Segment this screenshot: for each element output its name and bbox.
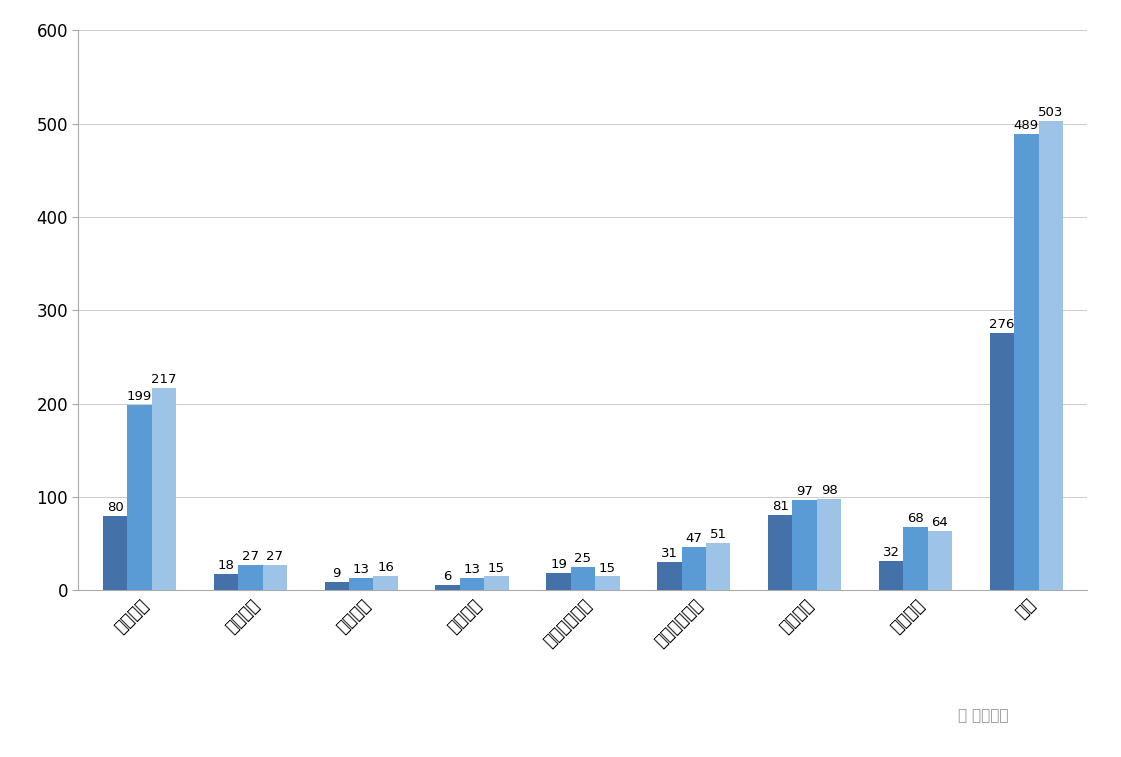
Bar — [214, 574, 238, 590]
Text: 9: 9 — [333, 567, 341, 580]
Bar — [571, 567, 595, 590]
Bar — [595, 577, 620, 590]
Bar — [349, 578, 373, 590]
Bar — [325, 582, 349, 590]
Bar — [151, 388, 176, 590]
Bar — [706, 543, 731, 590]
Bar — [1015, 134, 1038, 590]
Text: 13: 13 — [353, 563, 370, 577]
Bar — [460, 578, 484, 590]
Text: 51: 51 — [710, 528, 726, 541]
Bar — [238, 565, 262, 590]
Bar — [1038, 121, 1063, 590]
Bar — [103, 516, 128, 590]
Text: 217: 217 — [151, 373, 177, 386]
Text: 68: 68 — [907, 512, 924, 525]
Text: 64: 64 — [932, 516, 948, 529]
Bar — [928, 531, 952, 590]
Text: 16: 16 — [377, 561, 393, 574]
Text: 31: 31 — [661, 547, 678, 559]
Text: 489: 489 — [1013, 119, 1039, 132]
Text: 6: 6 — [444, 570, 452, 583]
Text: 15: 15 — [488, 562, 504, 575]
Text: 27: 27 — [242, 550, 259, 563]
Text: 199: 199 — [127, 390, 152, 403]
Bar — [128, 405, 151, 590]
Text: 81: 81 — [772, 500, 789, 513]
Bar — [817, 499, 841, 590]
Bar — [990, 333, 1015, 590]
Text: 32: 32 — [882, 546, 900, 559]
Text: 276: 276 — [990, 318, 1015, 331]
Text: 25: 25 — [574, 553, 592, 565]
Bar — [768, 515, 793, 590]
Text: 15: 15 — [599, 562, 615, 575]
Bar — [879, 561, 904, 590]
Text: 98: 98 — [821, 484, 837, 497]
Bar — [435, 585, 460, 590]
Text: 18: 18 — [217, 559, 234, 572]
Text: 503: 503 — [1038, 106, 1064, 119]
Bar — [657, 562, 682, 590]
Text: 13: 13 — [464, 563, 481, 577]
Text: 80: 80 — [106, 501, 123, 514]
Text: 📷 六合咨询: 📷 六合咨询 — [958, 708, 1009, 723]
Bar — [904, 527, 928, 590]
Text: 47: 47 — [685, 531, 702, 545]
Text: 19: 19 — [550, 558, 567, 571]
Bar — [793, 500, 817, 590]
Bar — [546, 573, 571, 590]
Text: 97: 97 — [796, 485, 813, 498]
Bar — [682, 547, 706, 590]
Bar — [373, 575, 398, 590]
Bar — [484, 577, 509, 590]
Text: 27: 27 — [266, 550, 284, 563]
Bar — [262, 565, 287, 590]
